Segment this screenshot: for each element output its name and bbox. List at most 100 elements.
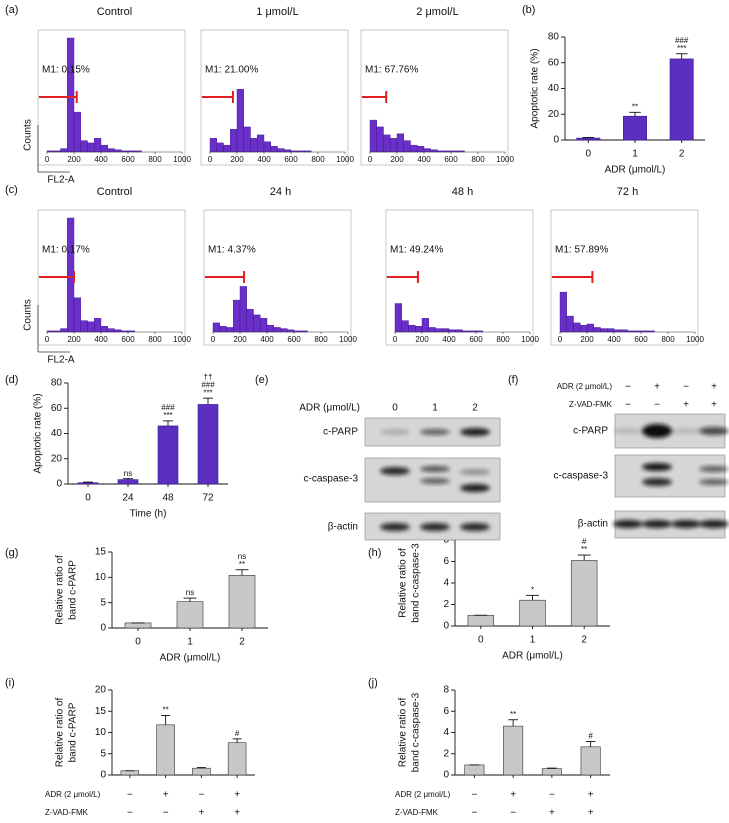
histogram-bar <box>223 144 231 153</box>
y-tick-label: 80 <box>51 378 63 389</box>
significance-label: ** <box>581 545 587 554</box>
x-tick-label: 24 <box>122 493 134 504</box>
histogram-bar <box>107 148 115 153</box>
x-tick-label: 800 <box>314 335 328 344</box>
lane-label: 0 <box>392 403 398 414</box>
x-axis-label: ADR (μmol/L) <box>605 165 666 176</box>
bar <box>464 764 485 776</box>
x-tick-label: 800 <box>471 155 485 164</box>
x-tick-label: 1 <box>632 149 638 160</box>
histogram-bar <box>100 326 108 333</box>
histogram-bar <box>87 321 95 333</box>
histogram-bar <box>107 328 115 333</box>
y-axis-label: Relative ratio of <box>55 698 66 768</box>
histogram-bar <box>67 37 75 153</box>
bar <box>156 724 175 776</box>
condition-sign: − <box>198 790 204 801</box>
y-axis-label: Relative ratio of <box>398 698 409 768</box>
x-tick-label: 800 <box>148 155 162 164</box>
plot-title: 72 h <box>617 186 638 198</box>
histogram-bar <box>73 297 81 333</box>
panel-label: (b) <box>522 4 535 16</box>
panel-label: (f) <box>508 374 518 386</box>
histogram-bar <box>410 144 418 153</box>
condition-sign: − <box>625 382 631 393</box>
y-tick-label: 6 <box>443 556 449 567</box>
band-label: β-actin <box>328 522 358 533</box>
x-tick-label: 400 <box>94 335 108 344</box>
y-axis-label: Counts <box>23 119 34 151</box>
blot-band <box>642 478 672 486</box>
x-tick-label: 200 <box>580 335 594 344</box>
histogram-bar <box>273 327 281 333</box>
y-axis-label: Apoptotic rate (%) <box>33 393 44 473</box>
histogram-bar <box>620 329 628 333</box>
blot-strip <box>614 454 726 498</box>
significance-label: ns <box>124 469 132 478</box>
x-tick-label: 400 <box>94 155 108 164</box>
y-tick-label: 8 <box>443 685 449 696</box>
histogram-bar <box>257 134 265 153</box>
significance-label: ** <box>239 560 245 569</box>
condition-label: ADR (2 μmol/L) <box>395 790 451 799</box>
plot-frame <box>37 29 186 166</box>
histogram-bar <box>394 303 402 333</box>
plot-frame <box>200 29 349 166</box>
condition-sign: − <box>683 382 689 393</box>
x-tick-label: 0 <box>135 637 141 648</box>
histogram-bar <box>423 148 431 153</box>
blot-band <box>420 523 450 531</box>
bar <box>157 425 179 485</box>
plot-title: 24 h <box>270 186 291 198</box>
y-tick-label: 0 <box>443 621 449 632</box>
histogram-bar <box>236 89 244 153</box>
histogram-bar <box>263 141 271 153</box>
histogram-bar <box>253 314 261 333</box>
histogram-bar <box>94 138 102 153</box>
histogram-bar <box>284 149 292 153</box>
x-tick-label: 800 <box>311 155 325 164</box>
condition-label: Z-VAD-FMK <box>569 400 613 409</box>
blot-band <box>699 466 729 472</box>
blot-band <box>380 523 410 531</box>
histogram-bar <box>613 329 621 333</box>
band-label: c-caspase-3 <box>304 474 359 485</box>
bar <box>541 768 562 776</box>
histogram-bar <box>80 140 88 153</box>
condition-sign: + <box>234 790 240 801</box>
significance-label: * <box>531 585 534 594</box>
histogram-bar <box>369 119 377 153</box>
x-tick-label: 1000 <box>173 335 191 344</box>
bar <box>120 770 140 776</box>
condition-sign: − <box>625 400 631 411</box>
bar <box>503 725 524 776</box>
histogram-bar <box>270 146 278 153</box>
x-tick-label: 400 <box>260 335 274 344</box>
x-tick-label: 48 <box>162 493 174 504</box>
bar <box>192 767 211 776</box>
significance-label: ### <box>201 380 215 389</box>
plot-frame <box>385 209 534 346</box>
blot-band <box>699 479 729 485</box>
y-tick-label: 5 <box>100 748 106 759</box>
blot-band <box>420 478 450 484</box>
lane-label: 1 <box>432 403 438 414</box>
x-axis-label: Time (h) <box>130 509 167 520</box>
y-axis-label: Apoptotic rate (%) <box>530 48 541 128</box>
histogram-bar <box>94 318 102 333</box>
x-tick-label: 0 <box>208 155 213 164</box>
y-tick-label: 60 <box>548 57 560 68</box>
histogram-bar <box>260 318 268 333</box>
blot-band <box>460 428 490 436</box>
condition-label: ADR (2 μmol/L) <box>45 790 101 799</box>
lane-label: 2 <box>472 403 478 414</box>
bar <box>467 614 495 627</box>
histogram-bar <box>600 328 608 333</box>
condition-sign: + <box>234 808 240 819</box>
histogram-bar <box>287 329 295 333</box>
histogram-bar <box>67 217 75 333</box>
histogram-bar <box>421 318 429 333</box>
band-label: c-PARP <box>573 426 608 437</box>
gate-label: M1: 0.15% <box>42 65 90 76</box>
plot-title: 48 h <box>452 186 473 198</box>
